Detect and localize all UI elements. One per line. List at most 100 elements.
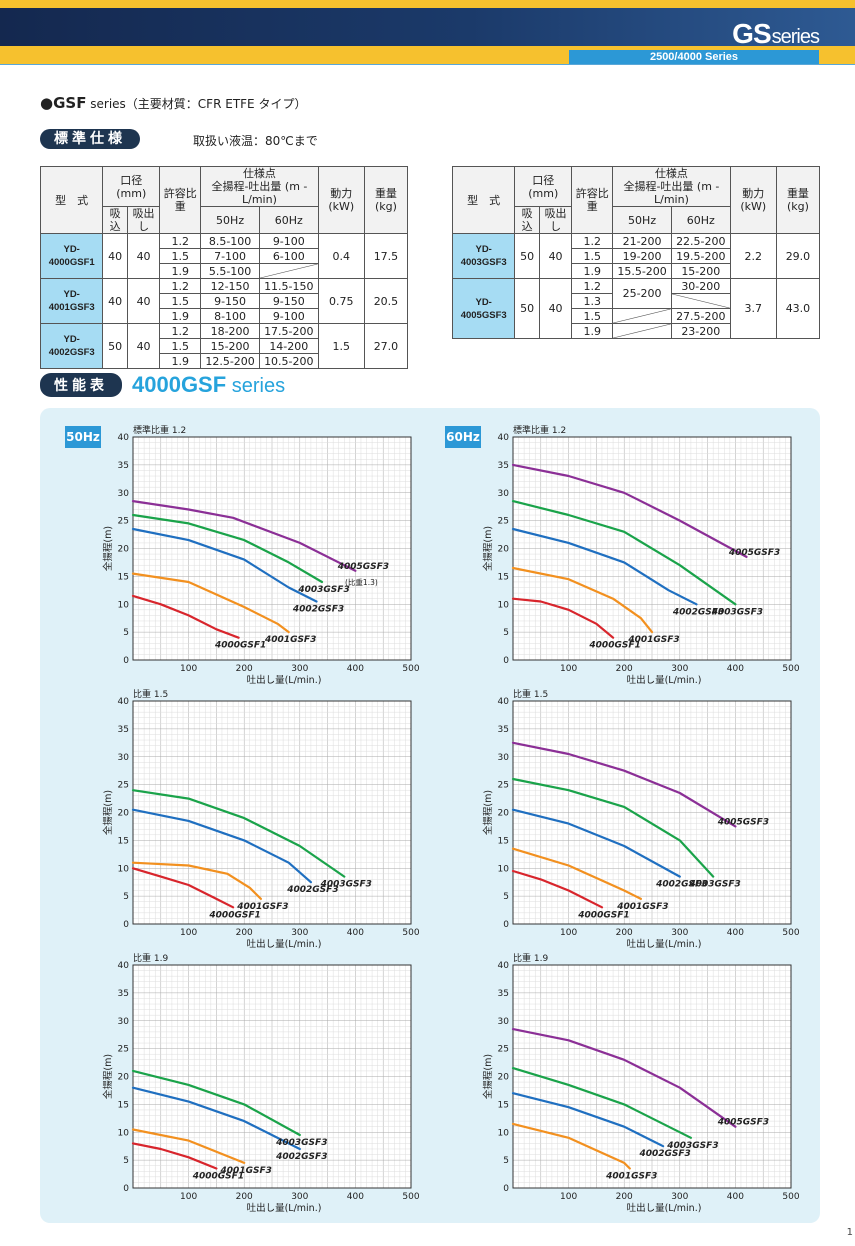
series-line-4001GSF3 <box>131 861 262 900</box>
y-tick-label: 10 <box>118 1128 130 1138</box>
plot-frame <box>512 700 792 925</box>
header-50hz: 50Hz <box>200 206 260 234</box>
table-row: 1.5 7-100 6-100 <box>41 248 408 264</box>
y-tick-label: 15 <box>118 836 129 846</box>
hz50-cell: 18-200 <box>200 323 260 339</box>
y-tick-label: 20 <box>118 545 130 555</box>
series-line-4003GSF3 <box>511 1067 692 1139</box>
x-tick-label: 500 <box>402 664 419 674</box>
hz50-cell: 15.5-200 <box>612 263 672 279</box>
model-cell: YD-4001GSF3 <box>39 278 104 324</box>
x-tick-label: 300 <box>291 1192 308 1202</box>
y-tick-label: 15 <box>498 572 509 582</box>
series-label-4001GSF3: 4001GSF3 <box>627 635 679 645</box>
performance-heading: 性能表 4000GSF series <box>40 372 285 398</box>
series-label: 2500/4000 Series <box>569 50 819 64</box>
series-line-4003GSF3 <box>511 777 715 878</box>
series-line-4001GSF3 <box>131 572 290 634</box>
table-row: YD-4003GSF3 50 40 1.2 21-200 22.5-200 2.2 29.0 <box>451 233 821 279</box>
y-tick-label: 20 <box>118 809 130 819</box>
header-weight: 重量(kg) <box>775 166 821 234</box>
header-50hz: 50Hz <box>612 206 672 234</box>
series-line-4001GSF3 <box>511 847 642 900</box>
y-tick-label: 10 <box>498 1128 510 1138</box>
top-stripe <box>0 0 855 8</box>
series-line-4005GSF3 <box>511 463 748 558</box>
x-tick-label: 300 <box>291 928 308 938</box>
series-label-4001GSF3: 4001GSF3 <box>605 1171 657 1181</box>
suction-cell: 50 <box>514 233 540 279</box>
header-model: 型 式 <box>39 166 104 234</box>
discharge-cell: 40 <box>538 278 573 339</box>
header-suction: 吸込 <box>102 206 128 234</box>
x-tick-label: 200 <box>616 664 633 674</box>
y-tick-label: 35 <box>118 461 129 471</box>
gs-series-logo: GSseries <box>732 18 820 49</box>
y-tick-label: 40 <box>118 961 130 971</box>
plot-frame <box>132 964 412 1189</box>
y-tick-label: 40 <box>498 697 510 707</box>
hz60-cell: 9-100 <box>258 308 319 324</box>
header-power: 動力(kW) <box>317 166 365 234</box>
hz60-cell: 22.5-200 <box>670 233 731 249</box>
header-power: 動力(kW) <box>729 166 777 234</box>
x-axis-label: 吐出し量(L/min.) <box>247 938 322 950</box>
y-tick-label: 0 <box>123 920 129 930</box>
sg-cell: 1.5 <box>159 293 202 309</box>
annotation: (比重1.3) <box>345 577 378 587</box>
suction-cell: 40 <box>102 233 128 279</box>
x-tick-label: 200 <box>236 1192 253 1202</box>
series-label-4000GSF1: 4000GSF1 <box>577 910 629 920</box>
header-bar: GSseries <box>0 8 855 49</box>
y-tick-label: 10 <box>498 864 510 874</box>
discharge-cell: 40 <box>538 233 573 279</box>
divider <box>0 64 855 65</box>
suction-cell: 40 <box>102 278 128 324</box>
series-label-4003GSF3: 4003GSF3 <box>666 1141 718 1151</box>
series-line-4002GSF3 <box>511 1092 665 1148</box>
x-tick-label: 200 <box>236 664 253 674</box>
sg-cell: 1.5 <box>159 338 202 354</box>
series-label-4001GSF3: 4001GSF3 <box>236 902 288 912</box>
y-axis-label: 全揚程(m) <box>482 1054 494 1099</box>
hz60-cell: 9-150 <box>258 293 319 309</box>
hz50-badge: 50Hz <box>65 426 101 448</box>
series-line-4002GSF3 <box>131 808 312 884</box>
sg-cell: 1.5 <box>159 248 202 264</box>
plot-frame <box>512 964 792 1189</box>
model-cell: YD-4002GSF3 <box>39 323 104 369</box>
y-tick-label: 40 <box>118 433 130 443</box>
y-tick-label: 0 <box>123 656 129 666</box>
header-60hz: 60Hz <box>258 206 319 234</box>
x-tick-label: 200 <box>616 1192 633 1202</box>
x-tick-label: 300 <box>671 1192 688 1202</box>
y-tick-label: 0 <box>503 920 509 930</box>
series-label-4000GSF1: 4000GSF1 <box>214 641 266 651</box>
table-row: 1.5 9-150 9-150 <box>41 293 408 309</box>
x-tick-label: 500 <box>782 1192 799 1202</box>
series-label-4005GSF3: 4005GSF3 <box>717 817 769 827</box>
y-tick-label: 25 <box>118 517 129 527</box>
table-row: 1.9 12.5-200 10.5-200 <box>41 353 408 369</box>
series-line-4000GSF1 <box>131 867 235 909</box>
series-label-4003GSF3: 4003GSF3 <box>275 1138 327 1148</box>
y-tick-label: 5 <box>123 892 129 902</box>
header-bore: 口径(mm) <box>514 166 573 207</box>
x-tick-label: 200 <box>236 928 253 938</box>
series-line-4000GSF1 <box>511 597 615 639</box>
x-tick-label: 400 <box>347 1192 364 1202</box>
suction-cell: 50 <box>102 323 128 369</box>
header-discharge: 吸出し <box>126 206 161 234</box>
series-line-4001GSF3 <box>511 566 654 634</box>
x-tick-label: 500 <box>782 928 799 938</box>
x-tick-label: 500 <box>782 664 799 674</box>
hz60-cell-empty <box>670 293 731 309</box>
table-row: 1.9 5.5-100 <box>41 263 408 279</box>
y-tick-label: 15 <box>498 836 509 846</box>
y-tick-label: 20 <box>498 809 510 819</box>
y-tick-label: 5 <box>503 1156 509 1166</box>
x-tick-label: 400 <box>727 928 744 938</box>
weight-cell: 20.5 <box>363 278 409 324</box>
y-tick-label: 5 <box>123 1156 129 1166</box>
